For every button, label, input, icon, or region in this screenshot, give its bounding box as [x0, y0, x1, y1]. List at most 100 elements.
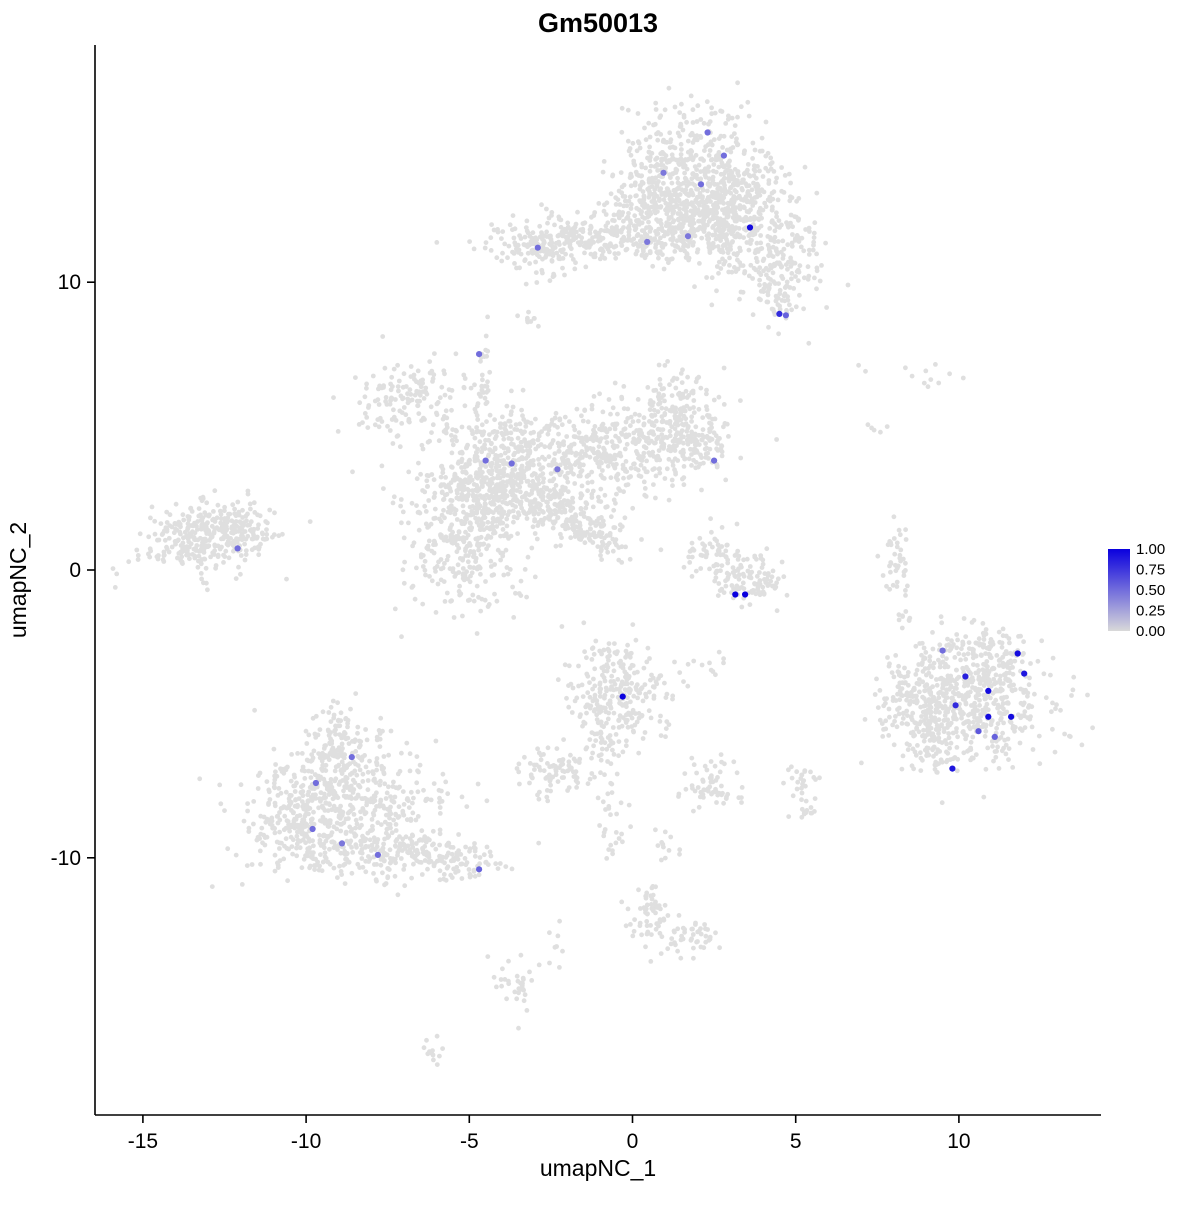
- cell-point: [967, 720, 972, 725]
- cell-point: [810, 247, 816, 253]
- cell-point: [633, 251, 639, 257]
- cell-point: [581, 462, 586, 468]
- cell-point: [417, 392, 423, 398]
- cell-point: [569, 710, 575, 715]
- cell-point: [794, 269, 800, 274]
- cell-point: [561, 439, 566, 445]
- cell-point: [620, 462, 626, 468]
- cell-point: [709, 157, 715, 162]
- cell-point: [643, 165, 648, 171]
- cell-point: [364, 381, 369, 387]
- cell-point: [657, 719, 663, 724]
- cell-point: [614, 491, 619, 497]
- cell-point: [364, 385, 369, 391]
- cell-point: [426, 498, 432, 503]
- cell-point: [694, 448, 699, 454]
- cell-point: [649, 204, 655, 210]
- cell-point: [697, 202, 702, 208]
- cell-point: [656, 362, 662, 368]
- cell-point: [934, 677, 939, 682]
- cell-point: [765, 234, 771, 239]
- cell-point: [440, 470, 446, 476]
- cell-point: [204, 500, 210, 506]
- cell-point: [630, 439, 636, 445]
- cell-point: [172, 521, 178, 526]
- cell-point: [624, 704, 629, 710]
- cell-point: [240, 507, 245, 513]
- cell-point: [432, 494, 437, 500]
- cell-point: [672, 409, 677, 415]
- cell-point: [722, 421, 728, 426]
- cell-point: [1050, 655, 1056, 661]
- cell-point: [672, 659, 677, 665]
- cell-point: [595, 795, 601, 801]
- cell-point: [672, 104, 678, 110]
- cell-point: [1006, 746, 1012, 751]
- cell-point: [669, 477, 675, 483]
- cell-point: [714, 215, 720, 221]
- cell-point: [692, 137, 697, 143]
- cell-point: [260, 536, 266, 542]
- cell-point: [761, 256, 767, 262]
- cell-point: [570, 685, 576, 691]
- cell-point: [535, 523, 541, 528]
- cell-point: [968, 739, 974, 745]
- cell-point: [672, 467, 677, 473]
- cell-point: [587, 454, 593, 460]
- cell-point: [510, 249, 515, 255]
- cell-point: [406, 469, 412, 475]
- cell-point: [488, 558, 494, 564]
- cell-point: [522, 437, 527, 443]
- cell-point: [631, 158, 637, 164]
- cell-point: [655, 249, 661, 255]
- cell-point: [535, 443, 541, 449]
- cell-point: [670, 463, 676, 468]
- cell-point: [678, 141, 684, 147]
- cell-point: [458, 591, 464, 597]
- cell-point: [705, 188, 710, 194]
- cell-point: [442, 515, 447, 521]
- cell-point: [677, 192, 683, 197]
- cell-point: [205, 587, 210, 593]
- cell-point: [755, 586, 761, 592]
- cell-point: [474, 403, 480, 409]
- cell-point: [399, 520, 404, 526]
- cell-point: [518, 578, 524, 584]
- cell-point: [260, 531, 265, 537]
- cell-point: [563, 229, 569, 235]
- cell-point: [661, 444, 667, 450]
- cell-point: [632, 213, 638, 219]
- cell-point: [626, 198, 632, 204]
- cell-point: [568, 508, 574, 513]
- cell-point: [955, 734, 960, 740]
- cell-point: [694, 119, 700, 124]
- cell-point: [249, 536, 255, 542]
- cell-point: [600, 672, 605, 678]
- cell-point: [498, 557, 503, 563]
- cell-point: [750, 312, 756, 318]
- cell-point: [823, 240, 828, 246]
- cell-point: [422, 503, 428, 509]
- cell-point: [886, 733, 892, 738]
- cell-point: [522, 234, 528, 240]
- cell-point: [558, 543, 563, 548]
- cell-point: [728, 200, 734, 206]
- cell-point: [544, 485, 550, 491]
- cell-point: [716, 546, 722, 552]
- cell-point: [474, 631, 480, 636]
- cell-point: [754, 573, 760, 579]
- cell-point: [536, 431, 542, 437]
- cell-point: [492, 445, 498, 451]
- cell-point: [420, 601, 426, 607]
- cell-point: [552, 519, 558, 525]
- cell-point: [543, 254, 548, 260]
- cell-point: [613, 195, 619, 201]
- cell-point: [495, 473, 501, 478]
- cell-point: [766, 324, 771, 330]
- cell-point: [712, 578, 718, 584]
- cell-point: [573, 758, 578, 764]
- cell-point: [514, 427, 520, 432]
- cell-point: [625, 107, 631, 113]
- cell-point: [636, 217, 641, 223]
- cell-point: [515, 499, 521, 504]
